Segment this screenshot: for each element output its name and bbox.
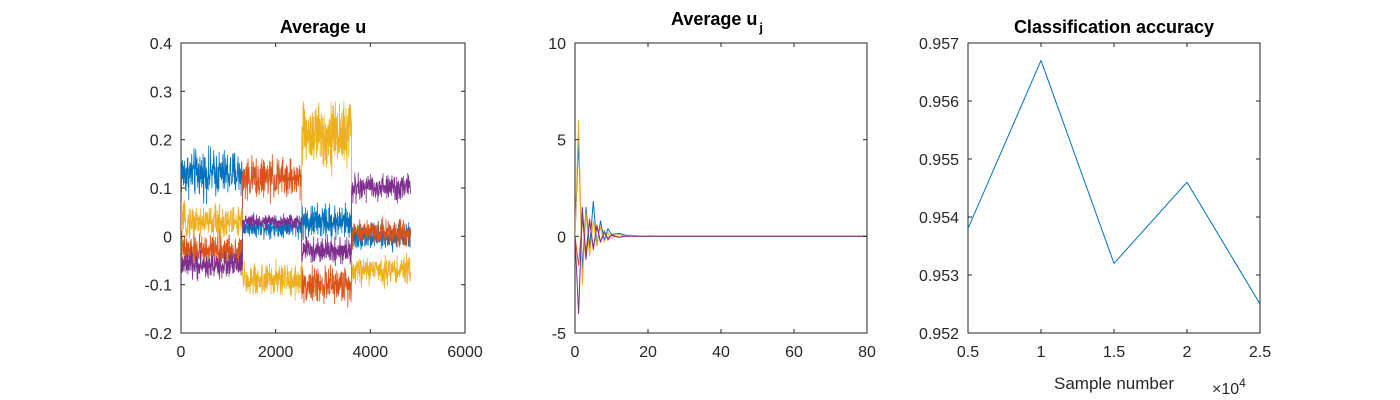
axes-box-average-uj	[574, 42, 868, 334]
x-axis-exponent: ×104	[1212, 376, 1246, 398]
x-tick-label: 80	[858, 344, 876, 361]
series-line-1	[968, 59, 1260, 305]
x-tick-label: 4000	[353, 344, 389, 361]
y-tick-label: 0.4	[150, 36, 172, 53]
x-tick-label: 2	[1183, 344, 1192, 361]
title-main: Average u	[671, 9, 757, 29]
panel-average-u: 0 2000 4000 6000 -0.2 -0.1 0 0.1 0.2 0.3 0.4 Avera…	[144, 17, 482, 361]
y-tick-label: 0	[163, 229, 172, 246]
y-tick-label: -0.1	[144, 278, 172, 295]
series-line-4	[181, 172, 411, 282]
y-tick-label: 0.956	[919, 94, 959, 111]
series-layer-classification-accuracy	[968, 59, 1260, 305]
x-exponent-base: ×10	[1212, 381, 1239, 398]
y-tick-label: 0.957	[919, 36, 959, 53]
x-tick-label: 40	[712, 344, 730, 361]
title-main: Average u	[280, 17, 366, 37]
series-layer-average-uj	[575, 119, 867, 315]
title-subscript: j	[758, 20, 763, 35]
series-line-4	[575, 206, 867, 315]
x-tick-label: 0	[571, 344, 580, 361]
y-tick-label: 10	[548, 36, 566, 53]
title-main: Classification accuracy	[1014, 17, 1214, 37]
y-tick-label: 0.955	[919, 152, 959, 169]
x-tick-label: 0	[177, 344, 186, 361]
x-axis-label: Sample number	[1054, 374, 1174, 393]
x-tick-label: 20	[639, 344, 657, 361]
y-tick-label: 0.954	[919, 210, 959, 227]
y-tick-label: -0.2	[144, 326, 172, 343]
y-tick-label: 0.953	[919, 268, 959, 285]
y-tick-label: -5	[552, 326, 566, 343]
chart-title-classification-accuracy: Classification accuracy	[1014, 17, 1214, 37]
panel-classification-accuracy: 0.5 1 1.5 2 2.5 0.952 0.953 0.954 0.955 0.956 0.95…	[919, 17, 1271, 398]
series-layer-average-u	[181, 101, 411, 308]
x-tick-label: 60	[785, 344, 803, 361]
y-tick-label: 0	[557, 229, 566, 246]
x-tick-label: 1.5	[1103, 344, 1125, 361]
series-line-3	[181, 101, 411, 301]
ticks-layer-average-u: 0 2000 4000 6000 -0.2 -0.1 0 0.1 0.2 0.3 0.4	[144, 36, 482, 361]
x-tick-label: 2.5	[1249, 344, 1271, 361]
y-tick-label: 0.1	[150, 181, 172, 198]
ticks-layer-classification-accuracy: 0.5 1 1.5 2 2.5 0.952 0.953 0.954 0.955 0.956 0.95…	[919, 36, 1271, 361]
x-tick-label: 1	[1037, 344, 1046, 361]
x-tick-label: 0.5	[957, 344, 979, 361]
y-tick-label: 0.3	[150, 84, 172, 101]
y-tick-label: 0.952	[919, 326, 959, 343]
y-tick-label: 0.2	[150, 133, 172, 150]
x-exponent-power: 4	[1239, 376, 1246, 390]
axes-box-classification-accuracy	[967, 42, 1261, 334]
chart-title-average-u: Average u	[280, 17, 366, 37]
ticks-layer-average-uj: 0 20 40 60 80 -5 0 5 10	[548, 36, 876, 361]
y-tick-label: 5	[557, 133, 566, 150]
x-tick-label: 6000	[447, 344, 483, 361]
x-tick-label: 2000	[258, 344, 294, 361]
